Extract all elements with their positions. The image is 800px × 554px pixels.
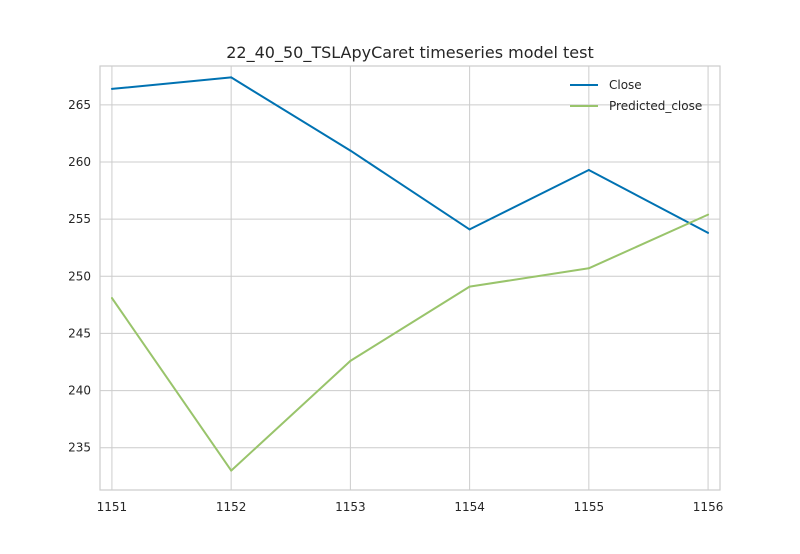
data-point (349, 359, 352, 362)
data-point (349, 149, 352, 152)
series-lines (110, 76, 710, 472)
x-tick-label: 1154 (454, 500, 485, 514)
data-point (230, 469, 233, 472)
x-tick-label: 1155 (574, 500, 605, 514)
data-point (110, 297, 113, 299)
legend: Close Predicted_close (570, 78, 702, 113)
y-tick-label: 255 (68, 212, 91, 226)
y-tick-label: 260 (68, 155, 91, 169)
y-tick-label: 235 (68, 441, 91, 455)
tick-labels: 1151 1152 1153 1154 1155 1156 235 240 245 250 255 2… (68, 98, 723, 514)
data-point (587, 267, 590, 270)
data-point (587, 169, 590, 171)
chart-title: 22_40_50_TSLApyCaret timeseries model te… (226, 43, 594, 63)
series-line-predicted-close (111, 213, 709, 472)
x-tick-label: 1151 (97, 500, 128, 514)
plot-area-frame (99, 65, 721, 491)
legend-label: Predicted_close (609, 99, 702, 113)
y-tick-label: 250 (68, 269, 91, 283)
y-tick-label: 240 (68, 384, 91, 398)
x-tick-label: 1153 (335, 500, 366, 514)
x-tick-label: 1152 (216, 500, 247, 514)
data-point (707, 213, 710, 216)
y-tick-label: 245 (68, 326, 91, 340)
data-point (230, 76, 233, 79)
legend-label: Close (609, 78, 642, 92)
data-point (468, 228, 471, 231)
y-tick-label: 265 (68, 98, 91, 112)
grid-lines (100, 66, 720, 490)
data-point (110, 87, 113, 90)
series-line-close (111, 76, 709, 234)
data-point (468, 285, 471, 288)
data-point (707, 231, 710, 234)
x-tick-label: 1156 (693, 500, 724, 514)
